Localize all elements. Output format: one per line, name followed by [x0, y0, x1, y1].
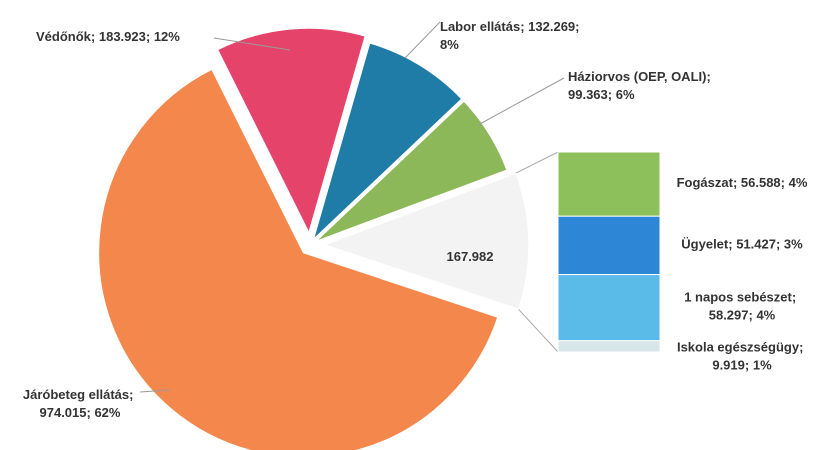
data-label: Labor ellátás; 132.269; 8%	[440, 19, 583, 52]
pie-slice	[311, 41, 464, 243]
label-part: Háziorvos (OEP, OALI)	[568, 69, 706, 84]
label-part: 4%	[789, 176, 808, 191]
label-separator: ;	[520, 19, 528, 34]
label-separator: ;	[776, 237, 784, 252]
label-part: 9.919	[712, 358, 745, 373]
label-part: 58.297	[709, 308, 749, 323]
data-label: Ügyelet; 51.427; 3%	[681, 237, 803, 252]
label-part: Járóbeteg ellátás	[23, 387, 129, 402]
label-part: 62%	[94, 405, 120, 420]
leader-line	[213, 37, 291, 51]
label-part: Védőnők	[36, 29, 92, 44]
label-separator: ;	[745, 358, 753, 373]
pie-slice	[314, 99, 509, 243]
leader-line	[404, 21, 441, 59]
leader-line	[477, 77, 565, 126]
label-part: 51.427	[736, 237, 776, 252]
data-label: 1 napos sebészet; 58.297; 4%	[684, 290, 800, 323]
bar-segment	[557, 340, 661, 353]
label-separator: ;	[792, 290, 800, 305]
pie-slice	[321, 172, 530, 311]
pie-slice	[216, 27, 367, 236]
label-separator: ;	[733, 176, 741, 191]
label-separator: ;	[706, 69, 714, 84]
label-part: 132.269	[528, 19, 575, 34]
label-separator: ;	[129, 387, 137, 402]
data-label: 167.982	[447, 249, 494, 264]
data-label: Fogászat; 56.588; 4%	[677, 176, 808, 191]
pie-slice	[97, 68, 499, 450]
label-separator: ;	[91, 29, 99, 44]
label-separator: ;	[728, 237, 736, 252]
label-separator: ;	[781, 176, 789, 191]
data-label: Háziorvos (OEP, OALI); 99.363; 6%	[568, 69, 714, 102]
label-part: Iskola egészségügy	[677, 340, 800, 355]
data-label: Védőnők; 183.923; 12%	[36, 29, 180, 44]
label-separator: ;	[146, 29, 154, 44]
label-part: 99.363	[568, 87, 608, 102]
label-part: 6%	[616, 87, 635, 102]
connector-line	[518, 308, 559, 353]
label-part: 974.015	[40, 405, 87, 420]
label-part: 1 napos sebészet	[684, 290, 792, 305]
label-part: 3%	[784, 237, 803, 252]
connector-line	[515, 151, 559, 174]
label-part: 167.982	[447, 249, 494, 264]
label-separator: ;	[749, 308, 757, 323]
label-separator: ;	[608, 87, 616, 102]
label-part: Fogászat	[677, 176, 734, 191]
data-label: Iskola egészségügy; 9.919; 1%	[677, 340, 807, 373]
label-part: 8%	[440, 37, 459, 52]
data-label: Járóbeteg ellátás; 974.015; 62%	[23, 387, 137, 420]
label-part: 12%	[154, 29, 180, 44]
label-separator: ;	[799, 340, 807, 355]
bar-segment	[557, 215, 661, 276]
label-part: Labor ellátás	[440, 19, 520, 34]
label-part: 4%	[756, 308, 775, 323]
leader-line	[139, 389, 171, 393]
label-separator: ;	[87, 405, 95, 420]
label-part: 56.588	[741, 176, 781, 191]
bar-segment	[557, 274, 661, 342]
label-part: 1%	[753, 358, 772, 373]
bar-segment	[557, 151, 661, 217]
label-part: Ügyelet	[681, 237, 729, 252]
label-part: 183.923	[99, 29, 146, 44]
label-separator: ;	[575, 19, 583, 34]
